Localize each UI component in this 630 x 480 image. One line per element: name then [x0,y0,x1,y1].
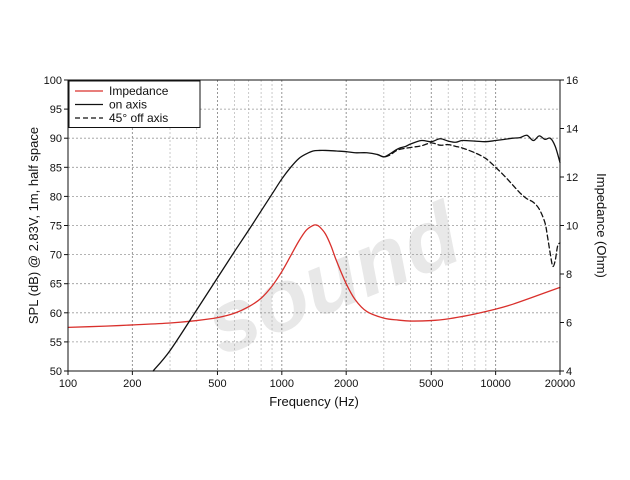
series-line-on-axis [152,134,561,372]
y2-tick-label: 14 [566,124,578,136]
legend-label: on axis [109,98,147,112]
grid [68,80,560,371]
y2-tick-label: 6 [566,318,572,330]
series-line-45-off-axis [376,142,561,268]
x-tick-label: 10000 [480,378,511,390]
x-tick-label: 5000 [419,378,443,390]
y-tick-label: 65 [50,279,62,291]
y2-tick-label: 16 [566,75,578,87]
series-line-impedance [67,224,561,328]
y-axis-title: SPL (dB) @ 2.83V, 1m, half space [26,127,41,324]
y2-tick-label: 12 [566,172,578,184]
y2-tick-label: 8 [566,269,572,281]
y-tick-label: 75 [50,221,62,233]
y-tick-label: 55 [50,337,62,349]
y-tick-label: 100 [44,75,62,87]
y2-axis-title: Impedance (Ohm) [594,173,609,278]
legend-label: Impedance [109,84,169,98]
y-tick-label: 95 [50,104,62,116]
y2-tick-label: 4 [566,366,572,378]
x-tick-label: 200 [123,378,141,390]
plot-lines [67,134,561,372]
y-tick-label: 80 [50,191,62,203]
x-axis-title: Frequency (Hz) [269,394,359,409]
x-tick-label: 2000 [334,378,358,390]
axis-ticks: 100 200 500 1000 2000 5000 10000 20000 50 55 60 65 7… [44,75,579,390]
x-tick-label: 1000 [270,378,294,390]
x-tick-label: 500 [208,378,226,390]
y-tick-label: 85 [50,162,62,174]
y-tick-label: 60 [50,308,62,320]
legend-label: 45° off axis [109,111,168,125]
x-tick-label: 20000 [545,378,576,390]
y-tick-label: 70 [50,250,62,262]
y2-tick-label: 10 [566,221,578,233]
x-tick-label: 100 [59,378,77,390]
y-tick-label: 50 [50,366,62,378]
y-tick-label: 90 [50,133,62,145]
